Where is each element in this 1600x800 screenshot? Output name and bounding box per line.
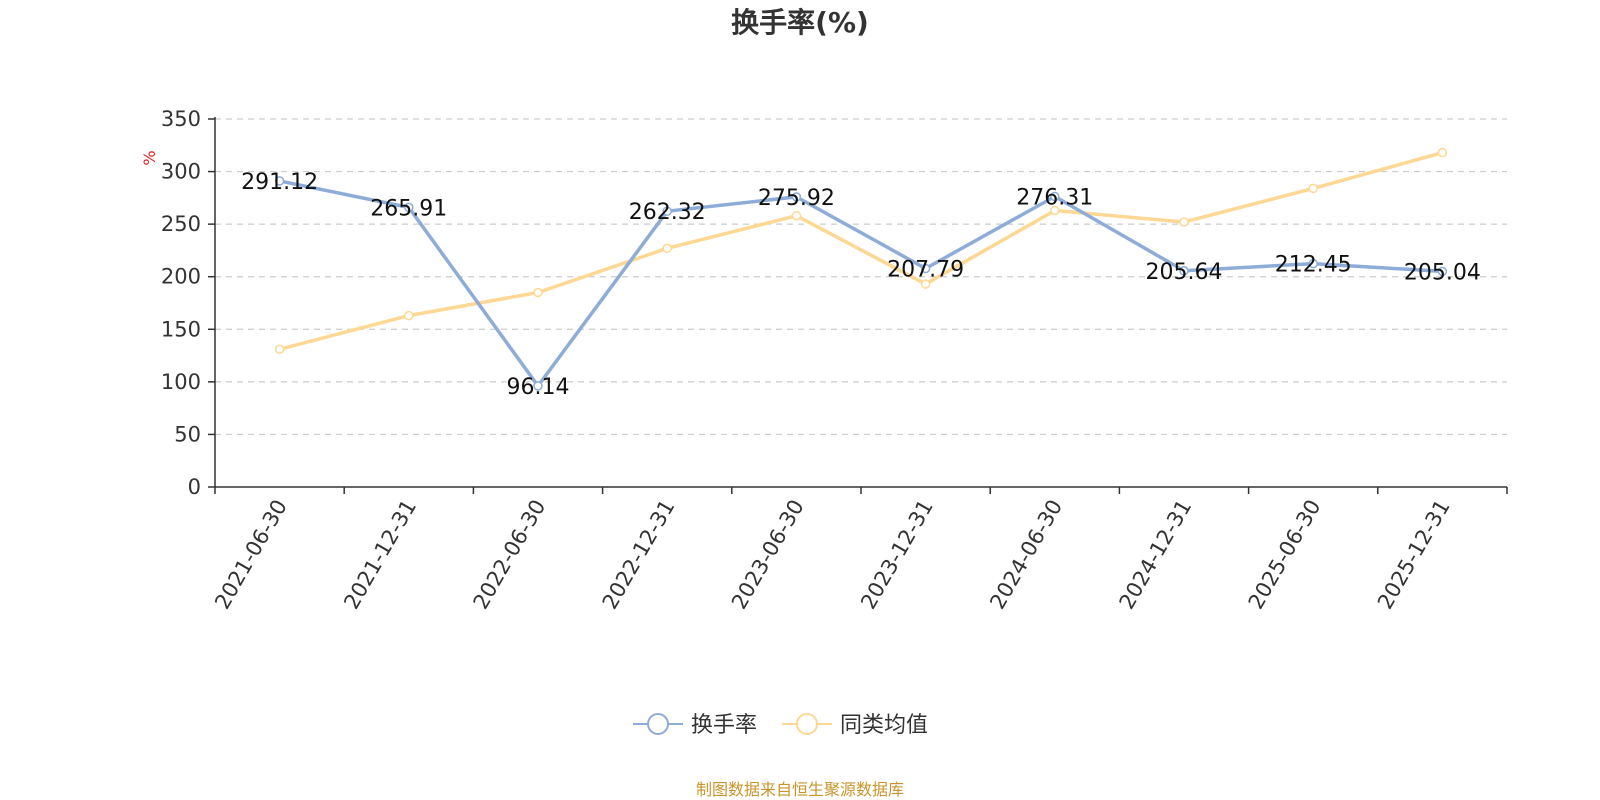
- y-tick-label: 50: [174, 422, 201, 446]
- data-point: [1179, 266, 1189, 276]
- x-tick-label: 2023-06-30: [727, 496, 809, 614]
- x-tick-label: 2021-06-30: [210, 496, 292, 614]
- data-point: [1437, 266, 1448, 277]
- data-label: 291.12: [241, 170, 318, 195]
- series-lines: [274, 147, 1448, 391]
- data-labels: 291.12 265.91 96.14 262.32 275.92 207.79 276.3…: [241, 170, 1481, 400]
- chart-title: 换手率(%): [731, 6, 869, 39]
- data-point: [1308, 258, 1318, 269]
- data-point: [1050, 191, 1060, 202]
- data-point: [662, 206, 672, 216]
- data-point: [791, 210, 802, 221]
- data-point: [274, 176, 285, 186]
- x-tick-label: 2024-06-30: [985, 496, 1067, 614]
- data-point: [1050, 205, 1060, 216]
- data-point: [274, 344, 285, 355]
- y-tick-label: 300: [161, 160, 201, 184]
- data-label: 96.14: [507, 375, 570, 400]
- x-tick-label: 2022-12-31: [598, 496, 680, 614]
- series-line: [277, 179, 1445, 388]
- data-label: 275.92: [758, 186, 835, 211]
- data-label: 205.64: [1146, 260, 1223, 285]
- legend-label: 换手率: [691, 713, 757, 738]
- data-point: [920, 263, 931, 274]
- x-tick-label: 2024-12-31: [1115, 496, 1197, 614]
- legend-label: 同类均值: [840, 713, 928, 738]
- axes: 0 50 100 150 200 250 300 350% 2021-06-30 2021-12-…: [140, 107, 1508, 614]
- data-point: [662, 243, 672, 254]
- y-tick-label: 350: [161, 107, 201, 131]
- series-line: [277, 150, 1445, 352]
- data-label: 205.04: [1404, 260, 1481, 285]
- data-point: [920, 279, 931, 289]
- data-label: 212.45: [1275, 253, 1352, 278]
- x-tick-label: 2025-06-30: [1244, 496, 1326, 614]
- x-tick-label: 2021-12-31: [339, 496, 421, 614]
- y-tick-label: 100: [161, 370, 201, 394]
- data-point: [533, 381, 543, 391]
- data-label: 207.79: [887, 258, 964, 283]
- data-point: [404, 310, 414, 321]
- data-point: [533, 287, 543, 298]
- x-tick-label: 2023-12-31: [856, 496, 938, 614]
- x-tick-label: 2025-12-31: [1373, 496, 1455, 614]
- y-tick-label: 250: [161, 212, 201, 236]
- y-tick-label: 150: [161, 317, 201, 341]
- legend-marker: [647, 713, 669, 735]
- source-note: 制图数据来自恒生聚源数据库: [696, 780, 904, 799]
- data-label: 262.32: [629, 200, 706, 225]
- x-tick-label: 2022-06-30: [469, 496, 551, 614]
- data-point: [404, 202, 414, 213]
- data-point: [1437, 147, 1448, 158]
- y-tick-label: 200: [161, 265, 201, 289]
- data-point: [1179, 217, 1189, 227]
- y-axis-unit-label: %: [140, 150, 159, 165]
- data-point: [791, 192, 802, 202]
- legend[interactable]: 换手率 同类均值: [633, 713, 928, 738]
- data-label: 265.91: [370, 196, 447, 221]
- data-point: [1308, 183, 1318, 194]
- legend-marker: [796, 713, 818, 735]
- data-label: 276.31: [1016, 185, 1093, 210]
- y-tick-label: 0: [188, 475, 201, 499]
